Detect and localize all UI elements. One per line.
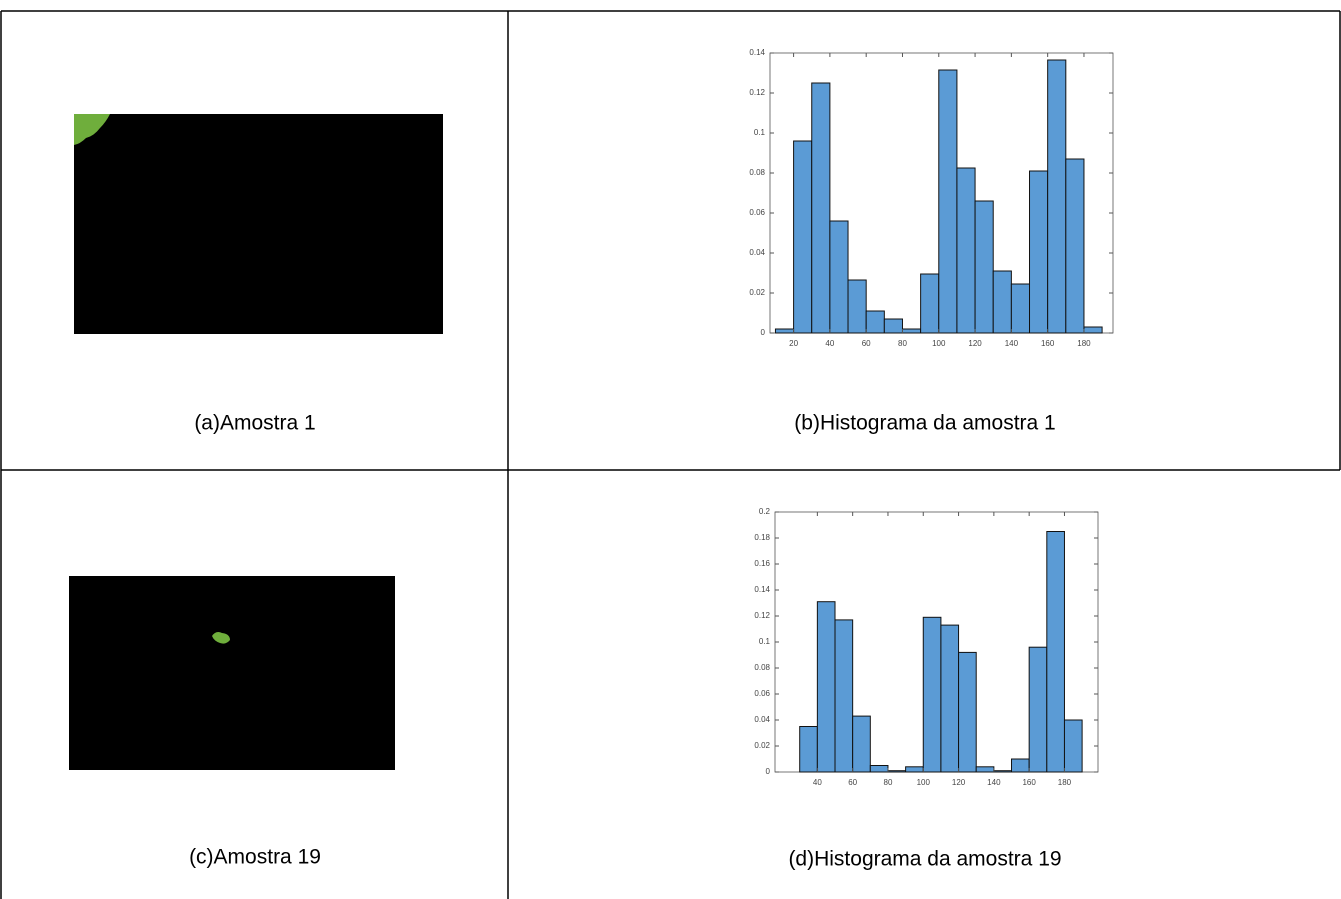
bar [1063,719,1083,773]
bar [1065,158,1085,334]
image-sample-1 [74,114,443,334]
histogram: 0 0.02 0.04 0.06 0.08 0.1 0.12 0.14 0.16 0.18 0.2 4… [754,507,1099,787]
bar [905,766,924,773]
y-tick-label: 0.18 [754,533,770,542]
bar [1083,326,1103,334]
bar [938,69,958,334]
y-tick-label: 0.1 [754,128,766,137]
bar [852,715,871,773]
bar [1011,758,1030,773]
bar [992,270,1012,334]
bar [774,328,795,334]
y-tick-label: 0.02 [754,741,770,750]
bar [865,310,885,334]
bar [847,279,867,334]
y-tick-label: 0.14 [749,48,765,57]
bar [958,651,977,773]
bar [974,200,994,334]
caption: (c)Amostra 19 [189,846,321,869]
y-tick-label: 0.04 [749,248,765,257]
bar [922,616,942,773]
x-tick-label: 140 [1005,339,1019,348]
bar [883,318,903,334]
y-tick-label: 0.14 [754,585,770,594]
bar [1046,531,1065,773]
x-tick-label: 80 [884,778,893,787]
x-tick-label: 140 [987,778,1001,787]
y-tick-label: 0.04 [754,715,770,724]
bar [869,765,889,773]
bar [829,220,849,334]
bar [993,770,1013,773]
bar [799,726,818,773]
table-borders [0,10,1341,899]
bar [1028,646,1048,773]
x-tick-label: 60 [862,339,871,348]
x-tick-label: 100 [917,778,931,787]
x-tick-label: 180 [1058,778,1072,787]
y-tick-label: 0 [766,767,771,776]
bar [901,328,922,334]
bar [1029,170,1049,334]
y-tick-label: 0.1 [759,637,771,646]
x-tick-label: 80 [898,339,907,348]
x-tick-label: 100 [932,339,946,348]
x-tick-label: 120 [952,778,966,787]
y-tick-label: 0 [761,328,766,337]
y-tick-label: 0.08 [754,663,770,672]
bar [887,770,907,773]
caption: (a)Amostra 1 [194,412,315,435]
y-tick-label: 0.02 [749,288,765,297]
x-tick-label: 180 [1077,339,1091,348]
x-tick-label: 60 [848,778,857,787]
y-tick-label: 0.12 [754,611,770,620]
y-tick-label: 0.08 [749,168,765,177]
bar [816,601,836,773]
bar [940,624,960,773]
bar [920,273,940,334]
bar [811,82,831,334]
x-tick-label: 160 [1041,339,1055,348]
bar [793,140,813,334]
caption: (b)Histograma da amostra 1 [794,412,1055,435]
bar [975,766,995,773]
bar [834,619,854,773]
bar [956,167,976,334]
x-tick-label: 20 [789,339,798,348]
x-tick-label: 40 [825,339,834,348]
bar [1047,59,1067,334]
y-tick-label: 0.06 [754,689,770,698]
image-sample-19 [69,576,395,770]
x-tick-label: 160 [1022,778,1036,787]
bar [1010,283,1031,334]
y-tick-label: 0.06 [749,208,765,217]
y-tick-label: 0.16 [754,559,770,568]
x-tick-label: 40 [813,778,822,787]
histogram: 0 0.02 0.04 0.06 0.08 0.1 0.12 0.14 20 40 60 80 100 1… [749,48,1114,348]
y-tick-label: 0.2 [759,507,771,516]
x-tick-label: 120 [968,339,982,348]
y-tick-label: 0.12 [749,88,765,97]
caption: (d)Histograma da amostra 19 [788,848,1061,871]
